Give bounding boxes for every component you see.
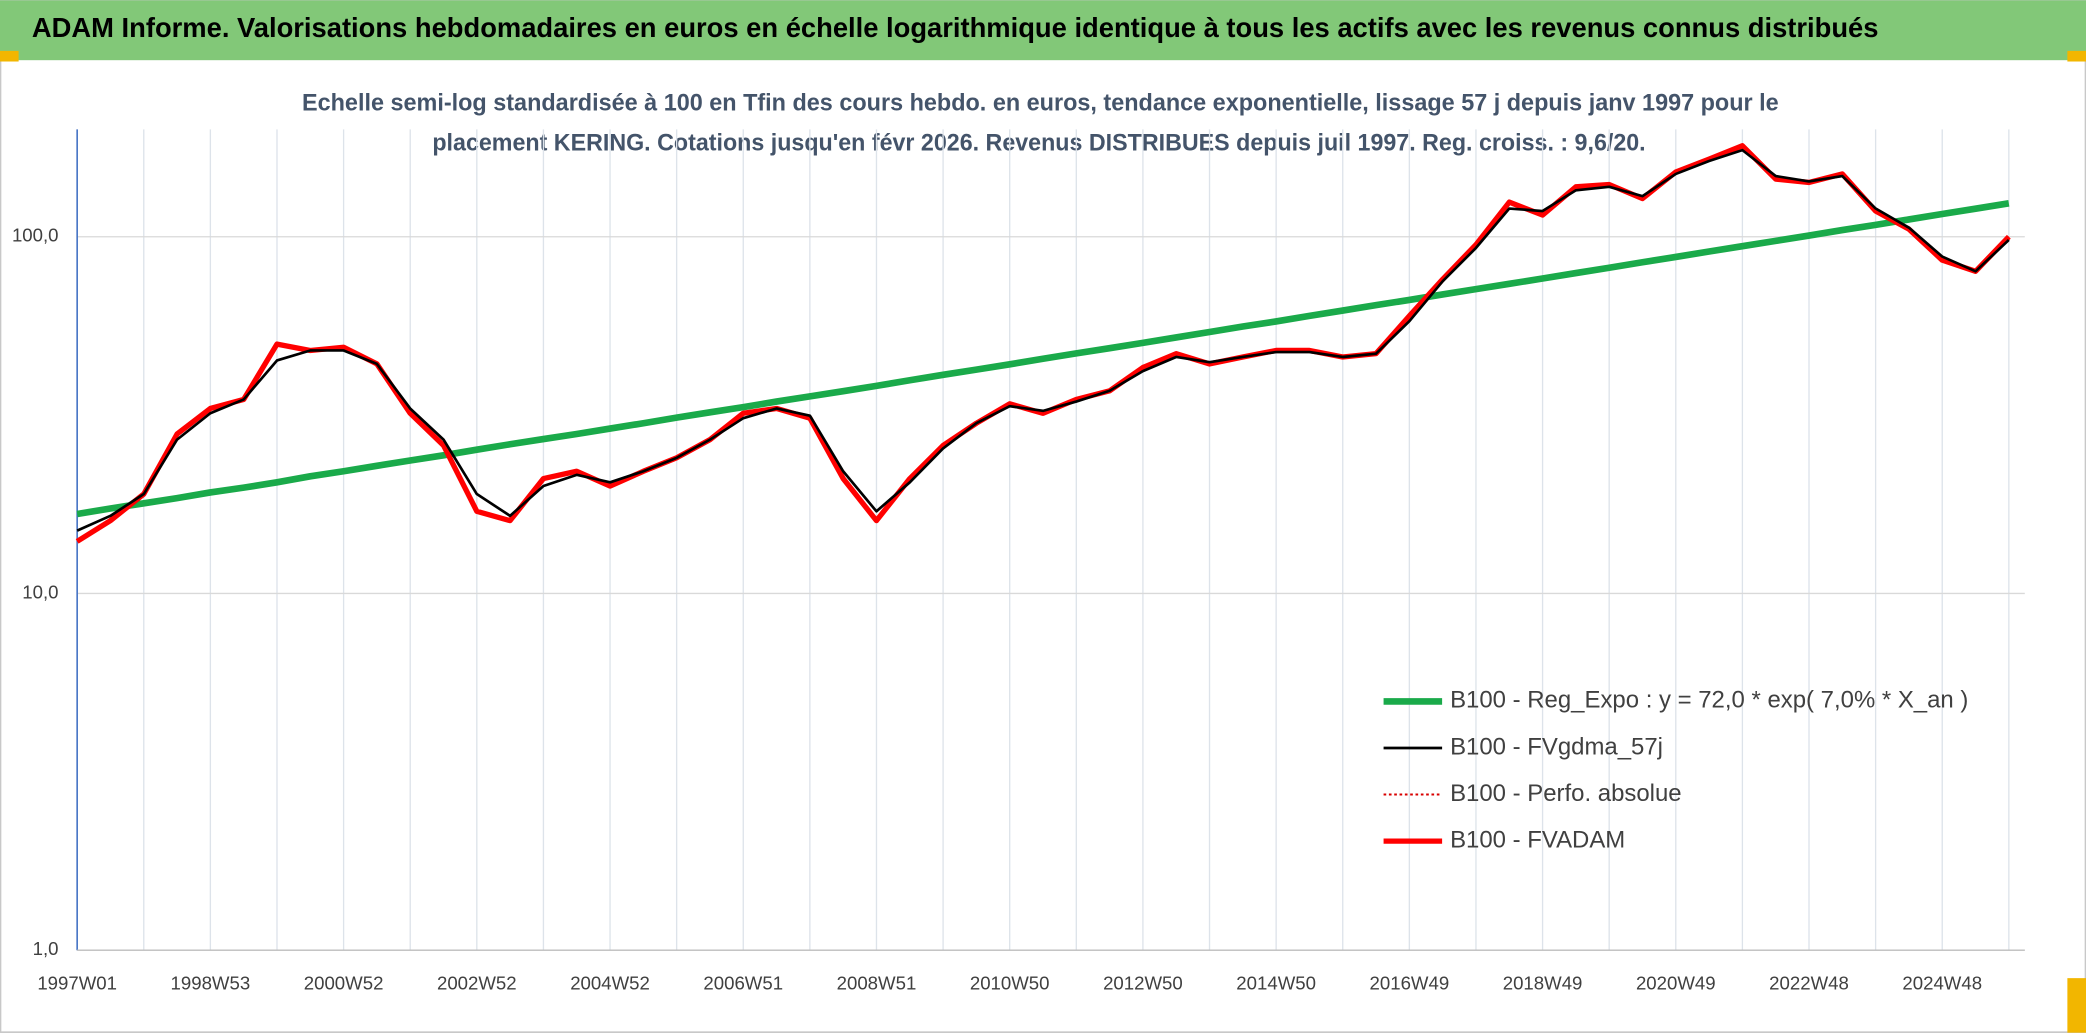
x-tick-label: 2020W49	[1636, 973, 1716, 994]
legend-label: B100 - Reg_Expo : y = 72,0 * exp( 7,0% *…	[1450, 687, 1968, 714]
legend-label: B100 - Perfo. absolue	[1450, 780, 1682, 807]
x-tick-label: 2010W50	[970, 973, 1050, 994]
legend-label: B100 - FVgdma_57j	[1450, 733, 1663, 760]
x-tick-label: 2014W50	[1236, 973, 1316, 994]
x-tick-label: 2018W49	[1503, 973, 1583, 994]
x-tick-label: 2006W51	[703, 973, 783, 994]
y-tick-label: 1,0	[33, 938, 59, 959]
x-tick-label: 2024W48	[1902, 973, 1982, 994]
x-tick-label: 2002W52	[437, 973, 517, 994]
subtitle: Echelle semi-log standardisée à 100 en T…	[302, 89, 1779, 116]
corner	[2067, 50, 2086, 62]
x-tick-label: 1998W53	[171, 973, 251, 994]
x-tick-label: 2022W48	[1769, 973, 1849, 994]
corner	[2067, 978, 2086, 1033]
subtitle: placement KERING. Cotations jusqu'en fév…	[432, 129, 1645, 156]
legend-label: B100 - FVADAM	[1450, 826, 1625, 853]
series-line	[75, 143, 2011, 544]
x-tick-label: 2012W50	[1103, 973, 1183, 994]
x-tick-label: 1997W01	[37, 973, 117, 994]
x-tick-label: 2000W52	[304, 973, 384, 994]
series-line	[76, 148, 2010, 532]
y-tick-label: 10,0	[22, 581, 58, 602]
corner	[0, 50, 19, 62]
chart-title: ADAM Informe. Valorisations hebdomadaire…	[32, 12, 1879, 43]
header-bar	[0, 0, 2086, 61]
x-tick-label: 2008W51	[837, 973, 917, 994]
x-tick-label: 2016W49	[1370, 973, 1450, 994]
series-line	[76, 200, 2010, 518]
x-tick-label: 2004W52	[570, 973, 650, 994]
y-tick-label: 100,0	[12, 225, 59, 246]
